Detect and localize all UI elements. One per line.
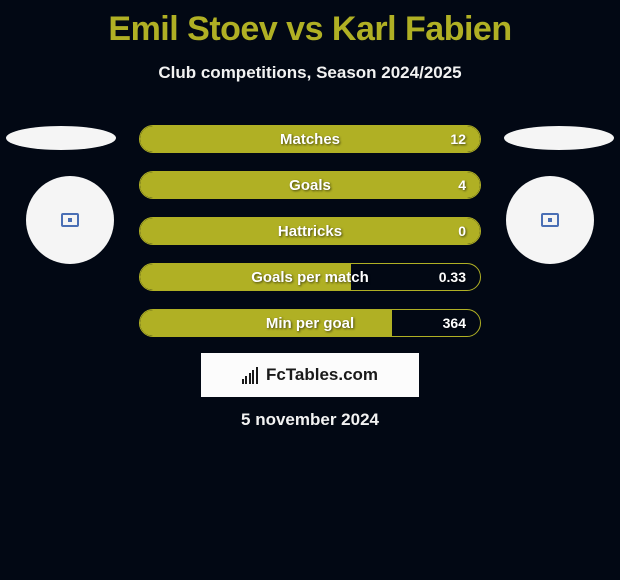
stat-value: 12 [450,126,466,152]
stat-row: Goals4 [139,171,481,199]
stat-value: 4 [458,172,466,198]
stat-fill [140,264,351,290]
player-left-shadow-ellipse [6,126,116,150]
player-right-avatar [506,176,594,264]
player-right-shadow-ellipse [504,126,614,150]
stat-fill [140,172,480,198]
brand-text: FcTables.com [266,365,378,385]
stat-row: Hattricks0 [139,217,481,245]
stat-fill [140,126,480,152]
subtitle: Club competitions, Season 2024/2025 [0,63,620,83]
stat-row: Goals per match0.33 [139,263,481,291]
brand-box: FcTables.com [201,353,419,397]
brand-bars-icon [242,366,258,384]
page-title: Emil Stoev vs Karl Fabien [0,0,620,49]
stat-fill [140,310,392,336]
stat-row: Matches12 [139,125,481,153]
stat-row: Min per goal364 [139,309,481,337]
stats-container: Matches12 Goals4 Hattricks0 Goals per match… [139,125,481,355]
stat-value: 0 [458,218,466,244]
image-placeholder-icon [61,213,79,227]
stat-value: 0.33 [439,264,466,290]
stat-value: 364 [443,310,466,336]
player-left-avatar [26,176,114,264]
stat-fill [140,218,480,244]
date-text: 5 november 2024 [0,410,620,430]
image-placeholder-icon [541,213,559,227]
